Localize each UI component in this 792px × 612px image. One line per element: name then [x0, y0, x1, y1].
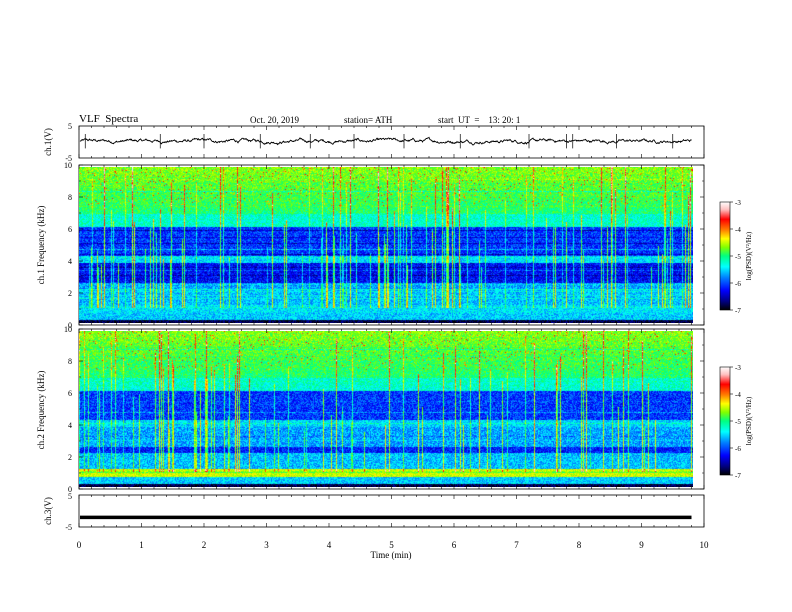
x-tick-label: 10 [700, 540, 710, 550]
colorbar-2: -3 -4 -5 -6 -7 log(PSD)(V²/Hz) [719, 364, 753, 480]
ch3-frame [78, 494, 705, 528]
ch2-spectrogram-image [79, 331, 693, 487]
x-tick-label: 1 [139, 540, 144, 550]
colorbar-tick-label: -6 [735, 280, 741, 288]
ch3-waveform-panel: 5 -5 ch.3(V) [43, 492, 705, 532]
date-label: Oct. 20, 2019 [250, 115, 299, 125]
x-tick-label: 8 [577, 540, 582, 550]
x-tick-label: 0 [77, 540, 82, 550]
ch3-ytick-bottom: -5 [65, 523, 72, 532]
x-tick-label: 4 [327, 540, 332, 550]
spec-ytick-label: 2 [68, 289, 72, 298]
ch1-spectrogram-panel: 0 2 4 6 8 10 ch.1 Frequency (kHz) [36, 161, 705, 330]
colorbar-2-label: log(PSD)(V²/Hz) [745, 396, 753, 445]
x-tick-label: 9 [639, 540, 644, 550]
colorbar-tick-label: -7 [735, 307, 741, 315]
colorbar-tick-label: -5 [735, 418, 741, 426]
station-label: station= ATH [344, 115, 393, 125]
spec-ytick-label: 8 [68, 193, 72, 202]
spec-ytick-label: 8 [68, 357, 72, 366]
ch1-ytick-top: 5 [68, 122, 72, 131]
ch1-ylabel: ch.1(V) [43, 128, 53, 156]
ch1-waveform-panel: 5 -5 ch.1(V) [43, 122, 705, 163]
spec-ytick-label: 10 [64, 161, 72, 170]
figure-title: VLF Spectra [79, 113, 139, 125]
x-axis-tick-labels: 0 1 2 3 4 5 6 7 8 9 10 [77, 540, 709, 550]
ch1-spectrogram-image [79, 167, 693, 323]
start-time-label: start UT = 13: 20: 1 [438, 115, 521, 125]
colorbar-tick-label: -5 [735, 253, 741, 261]
colorbar-tick-label: -4 [735, 391, 741, 399]
spec-ytick-label: 0 [68, 321, 72, 330]
spec-ytick-label: 4 [68, 257, 72, 266]
x-tick-label: 7 [514, 540, 519, 550]
colorbar-tick-label: -3 [735, 199, 741, 207]
x-tick-label: 2 [202, 540, 207, 550]
colorbar-1-gradient [719, 201, 731, 311]
colorbar-2-gradient [719, 366, 731, 476]
ch2-spectrogram-panel: 0 2 4 6 8 10 ch.2 Frequency (kHz) [36, 325, 705, 494]
spec-ytick-label: 2 [68, 453, 72, 462]
spec1-ylabel-ch: ch.1 Frequency (kHz) [36, 206, 46, 285]
colorbar-tick-label: -3 [735, 364, 741, 372]
colorbar-tick-label: -6 [735, 445, 741, 453]
ch3-ytick-top: 5 [68, 492, 72, 501]
x-tick-label: 5 [389, 540, 394, 550]
x-axis-label: Time (min) [371, 550, 412, 560]
ch3-ylabel: ch.3(V) [43, 497, 53, 525]
colorbar-1-label: log(PSD)(V²/Hz) [745, 231, 753, 280]
spec2-ylabel-ch: ch.2 Frequency (kHz) [36, 371, 46, 450]
spec-ytick-label: 10 [64, 325, 72, 334]
spec-ytick-label: 4 [68, 421, 72, 430]
spec-ytick-label: 6 [68, 225, 72, 234]
colorbar-tick-label: -7 [735, 472, 741, 480]
ch1-waveform-trace [79, 134, 692, 149]
x-tick-label: 3 [264, 540, 269, 550]
ch1-trace-line [79, 136, 692, 146]
spec-ytick-label: 6 [68, 389, 72, 398]
colorbar-tick-label: -4 [735, 226, 741, 234]
x-tick-label: 6 [452, 540, 457, 550]
colorbar-1: -3 -4 -5 -6 -7 log(PSD)(V²/Hz) [719, 199, 753, 315]
ch1-ytick-bottom: -5 [65, 154, 72, 163]
spec-ytick-label: 0 [68, 485, 72, 494]
